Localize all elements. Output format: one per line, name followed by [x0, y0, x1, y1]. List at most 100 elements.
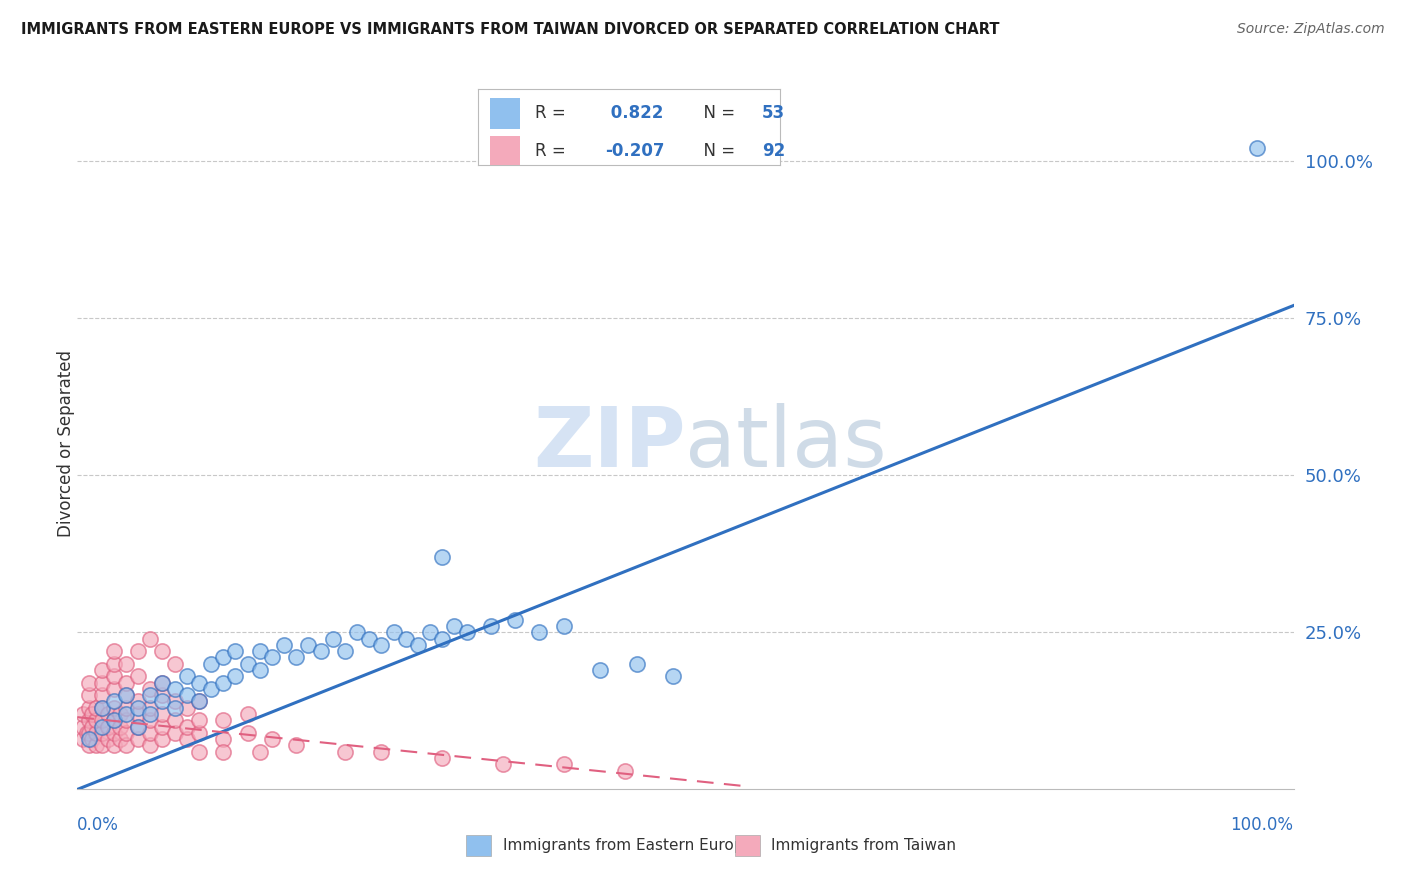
- Point: [115, 675, 138, 690]
- Text: 92: 92: [762, 143, 786, 161]
- Point: [273, 638, 295, 652]
- FancyBboxPatch shape: [491, 136, 520, 167]
- Point: [152, 694, 174, 708]
- Point: [90, 739, 112, 753]
- Point: [80, 732, 103, 747]
- Y-axis label: Divorced or Separated: Divorced or Separated: [58, 351, 75, 537]
- Point: [127, 644, 149, 658]
- Point: [152, 706, 174, 721]
- Text: N =: N =: [693, 143, 740, 161]
- Text: -0.207: -0.207: [605, 143, 665, 161]
- Point: [79, 675, 101, 690]
- Point: [285, 650, 308, 665]
- Point: [72, 706, 94, 721]
- Point: [90, 714, 112, 728]
- Point: [236, 706, 259, 721]
- Text: 53: 53: [762, 104, 786, 122]
- Point: [127, 720, 149, 734]
- Point: [260, 732, 283, 747]
- Point: [236, 657, 259, 671]
- Point: [152, 644, 174, 658]
- Point: [90, 663, 112, 677]
- Text: R =: R =: [536, 104, 571, 122]
- Point: [249, 663, 271, 677]
- Point: [80, 706, 103, 721]
- Point: [115, 726, 138, 740]
- Point: [346, 625, 368, 640]
- Point: [139, 681, 162, 696]
- Point: [79, 732, 101, 747]
- Text: 100.0%: 100.0%: [1230, 816, 1294, 834]
- Point: [90, 688, 112, 702]
- Point: [127, 700, 149, 714]
- Point: [108, 720, 131, 734]
- Point: [662, 669, 685, 683]
- Point: [152, 720, 174, 734]
- Point: [1246, 141, 1268, 155]
- Point: [200, 657, 222, 671]
- Point: [90, 726, 112, 740]
- Point: [212, 714, 235, 728]
- Point: [79, 688, 101, 702]
- Point: [370, 745, 392, 759]
- Point: [127, 669, 149, 683]
- Point: [139, 688, 162, 702]
- Point: [127, 720, 149, 734]
- Point: [115, 688, 138, 702]
- Point: [382, 625, 405, 640]
- Point: [152, 675, 174, 690]
- Point: [188, 694, 211, 708]
- Point: [103, 739, 125, 753]
- Text: ZIP: ZIP: [533, 403, 686, 484]
- Point: [188, 745, 211, 759]
- Point: [443, 619, 465, 633]
- Point: [163, 726, 186, 740]
- Point: [97, 732, 120, 747]
- Point: [297, 638, 319, 652]
- Text: atlas: atlas: [686, 403, 887, 484]
- Text: Immigrants from Eastern Europe: Immigrants from Eastern Europe: [503, 838, 752, 853]
- Point: [589, 663, 612, 677]
- Point: [224, 669, 246, 683]
- Point: [188, 675, 211, 690]
- Point: [163, 657, 186, 671]
- Point: [72, 732, 94, 747]
- Text: R =: R =: [536, 143, 571, 161]
- Point: [115, 714, 138, 728]
- Point: [139, 739, 162, 753]
- Point: [80, 720, 103, 734]
- Point: [212, 650, 235, 665]
- Point: [90, 675, 112, 690]
- Point: [115, 706, 138, 721]
- Point: [553, 619, 575, 633]
- Point: [97, 720, 120, 734]
- Point: [139, 632, 162, 646]
- Point: [152, 688, 174, 702]
- Point: [84, 739, 107, 753]
- Point: [103, 694, 125, 708]
- Point: [479, 619, 502, 633]
- Point: [309, 644, 332, 658]
- Point: [79, 700, 101, 714]
- Point: [90, 700, 112, 714]
- Point: [79, 739, 101, 753]
- Text: 0.822: 0.822: [605, 104, 664, 122]
- Text: Source: ZipAtlas.com: Source: ZipAtlas.com: [1237, 22, 1385, 37]
- Point: [395, 632, 418, 646]
- Point: [152, 675, 174, 690]
- Point: [249, 644, 271, 658]
- Point: [406, 638, 429, 652]
- Point: [419, 625, 441, 640]
- Point: [103, 714, 125, 728]
- Point: [84, 726, 107, 740]
- FancyBboxPatch shape: [491, 98, 520, 128]
- Point: [430, 549, 453, 564]
- Point: [139, 700, 162, 714]
- Point: [430, 751, 453, 765]
- Point: [359, 632, 381, 646]
- Point: [236, 726, 259, 740]
- Point: [176, 688, 198, 702]
- Text: Immigrants from Taiwan: Immigrants from Taiwan: [772, 838, 956, 853]
- Point: [333, 745, 356, 759]
- Point: [152, 732, 174, 747]
